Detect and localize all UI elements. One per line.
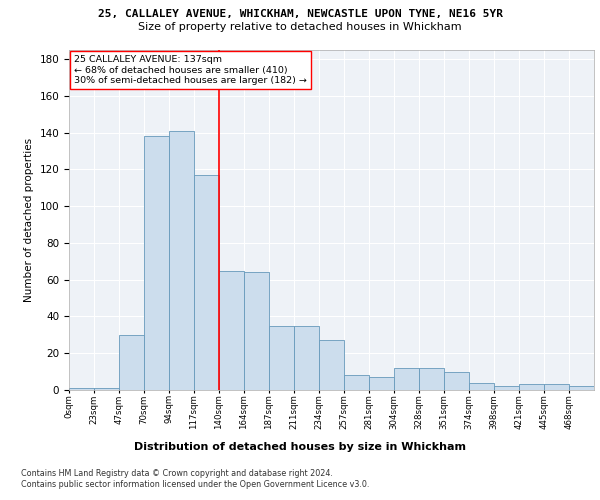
Bar: [319, 340, 344, 390]
Bar: [369, 377, 394, 390]
Bar: [419, 368, 444, 390]
Bar: [444, 372, 469, 390]
Bar: [344, 376, 369, 390]
Text: Size of property relative to detached houses in Whickham: Size of property relative to detached ho…: [138, 22, 462, 32]
Bar: [194, 175, 219, 390]
Bar: [244, 272, 269, 390]
Bar: [494, 386, 519, 390]
Bar: [544, 384, 569, 390]
Bar: [94, 388, 119, 390]
Bar: [394, 368, 419, 390]
Text: Distribution of detached houses by size in Whickham: Distribution of detached houses by size …: [134, 442, 466, 452]
Text: 25 CALLALEY AVENUE: 137sqm
← 68% of detached houses are smaller (410)
30% of sem: 25 CALLALEY AVENUE: 137sqm ← 68% of deta…: [74, 55, 307, 85]
Text: 25, CALLALEY AVENUE, WHICKHAM, NEWCASTLE UPON TYNE, NE16 5YR: 25, CALLALEY AVENUE, WHICKHAM, NEWCASTLE…: [97, 9, 503, 19]
Text: Contains HM Land Registry data © Crown copyright and database right 2024.: Contains HM Land Registry data © Crown c…: [21, 469, 333, 478]
Bar: [519, 384, 544, 390]
Bar: [569, 386, 594, 390]
Bar: [169, 131, 194, 390]
Text: Contains public sector information licensed under the Open Government Licence v3: Contains public sector information licen…: [21, 480, 370, 489]
Bar: [469, 382, 494, 390]
Bar: [294, 326, 319, 390]
Bar: [119, 335, 144, 390]
Bar: [144, 136, 169, 390]
Y-axis label: Number of detached properties: Number of detached properties: [24, 138, 34, 302]
Bar: [69, 388, 94, 390]
Bar: [219, 270, 244, 390]
Bar: [269, 326, 294, 390]
